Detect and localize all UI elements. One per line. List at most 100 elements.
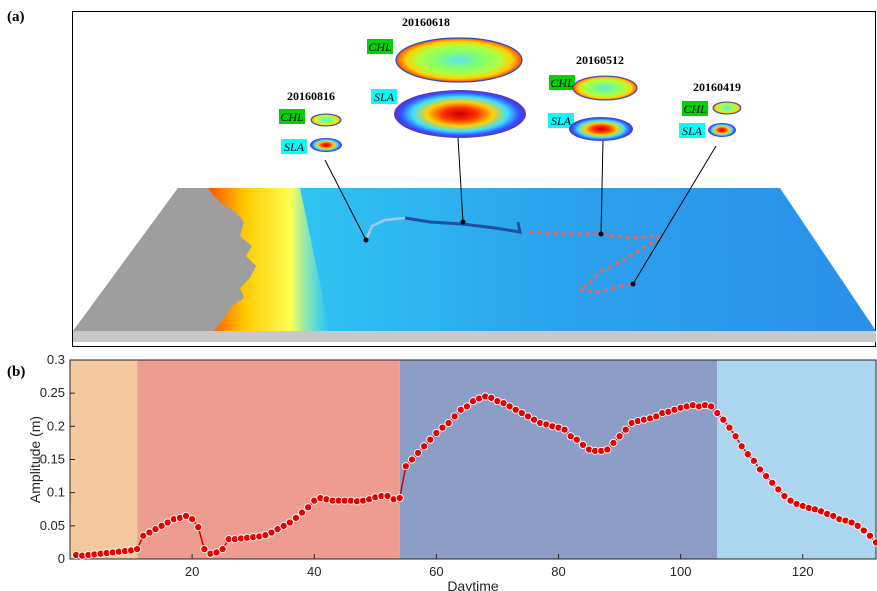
phase-band-1 bbox=[70, 360, 138, 559]
y-tick-label: 0.2 bbox=[47, 418, 65, 433]
data-point bbox=[151, 525, 160, 534]
data-point bbox=[859, 526, 868, 535]
phase-band-2 bbox=[137, 360, 400, 559]
data-point bbox=[621, 425, 630, 434]
data-point bbox=[517, 409, 526, 418]
data-point bbox=[713, 409, 722, 418]
data-point bbox=[707, 402, 716, 411]
chl-eddy-20160512 bbox=[572, 75, 638, 101]
chl-tag-20160419: CHL bbox=[683, 102, 707, 116]
data-point bbox=[401, 462, 410, 471]
eddy-track-20160816 bbox=[364, 216, 406, 241]
data-point bbox=[426, 435, 435, 444]
data-point bbox=[279, 521, 288, 530]
data-point bbox=[853, 521, 862, 530]
eddy-track-20160618 bbox=[404, 216, 522, 234]
sla-eddy-20160618 bbox=[394, 90, 526, 138]
data-point bbox=[133, 545, 142, 554]
chl-eddy-20160419 bbox=[712, 101, 742, 115]
data-point bbox=[383, 491, 392, 501]
data-point bbox=[523, 412, 533, 421]
y-tick-label: 0.1 bbox=[47, 485, 65, 500]
map-base-slab bbox=[73, 331, 876, 342]
data-point bbox=[212, 548, 221, 557]
panel-a-label: (a) bbox=[7, 9, 25, 25]
data-point bbox=[297, 508, 307, 517]
data-point bbox=[420, 442, 429, 451]
data-point bbox=[847, 518, 856, 527]
x-tick-label: 100 bbox=[670, 564, 692, 579]
data-point bbox=[456, 405, 465, 414]
data-point bbox=[499, 399, 508, 408]
chl-tag-20160816: CHL bbox=[280, 110, 304, 124]
x-tick-label: 40 bbox=[307, 564, 321, 579]
data-point bbox=[719, 415, 728, 424]
sla-tag-20160512: SLA bbox=[551, 114, 572, 128]
data-point bbox=[865, 531, 874, 540]
data-point bbox=[395, 493, 404, 503]
data-point bbox=[181, 511, 191, 520]
chl-eddy-20160816 bbox=[310, 113, 342, 127]
phase-band-3 bbox=[399, 360, 718, 559]
eddy-date-20160816: 20160816 bbox=[287, 89, 335, 103]
phase-band-4 bbox=[717, 360, 876, 559]
data-point bbox=[450, 412, 459, 421]
data-point bbox=[609, 438, 618, 447]
data-point bbox=[487, 393, 496, 402]
x-tick-label: 60 bbox=[429, 564, 443, 579]
sla-tag-20160419: SLA bbox=[682, 124, 703, 138]
data-point bbox=[438, 423, 447, 432]
data-point bbox=[139, 531, 148, 540]
eddy-date-20160512: 20160512 bbox=[576, 53, 624, 67]
data-point bbox=[407, 455, 416, 464]
x-axis-label: Daytime bbox=[447, 578, 499, 591]
panel-b-label: (b) bbox=[7, 364, 26, 380]
chl-eddy-20160618 bbox=[395, 37, 523, 83]
eddy-date-20160419: 20160419 bbox=[693, 80, 741, 94]
data-point bbox=[871, 538, 877, 547]
data-point bbox=[737, 442, 746, 451]
sla-eddy-20160512 bbox=[569, 117, 633, 141]
data-point bbox=[652, 412, 661, 421]
x-tick-label: 80 bbox=[551, 564, 565, 579]
data-point bbox=[200, 545, 209, 554]
data-point bbox=[774, 485, 783, 494]
data-point bbox=[145, 528, 154, 537]
data-point bbox=[762, 472, 771, 481]
data-point bbox=[768, 478, 777, 487]
data-point bbox=[304, 503, 313, 512]
data-point bbox=[829, 511, 838, 520]
data-point bbox=[267, 528, 276, 537]
data-point bbox=[462, 402, 471, 411]
y-tick-label: 0.05 bbox=[40, 518, 65, 533]
data-point bbox=[566, 432, 575, 441]
data-point bbox=[291, 513, 300, 522]
data-point bbox=[432, 428, 441, 438]
sla-eddy-20160816 bbox=[310, 138, 342, 152]
eddy-date-20160618: 20160618 bbox=[402, 15, 450, 29]
data-point bbox=[755, 465, 765, 474]
data-point bbox=[188, 515, 197, 524]
data-point bbox=[285, 518, 294, 527]
land-area bbox=[73, 188, 256, 331]
data-point bbox=[743, 450, 752, 459]
chl-tag-20160618: CHL bbox=[368, 40, 392, 54]
data-point bbox=[163, 518, 172, 527]
data-point bbox=[603, 445, 612, 454]
data-point bbox=[530, 415, 539, 424]
data-point bbox=[413, 448, 423, 457]
sla-eddy-20160419 bbox=[708, 123, 736, 137]
sla-tag-20160618: SLA bbox=[374, 90, 395, 104]
data-point bbox=[615, 432, 624, 441]
x-tick-label: 20 bbox=[185, 564, 199, 579]
y-axis-label: Amplitude (m) bbox=[27, 416, 43, 503]
data-point bbox=[725, 423, 734, 432]
y-tick-label: 0 bbox=[58, 551, 65, 566]
sla-tag-20160816: SLA bbox=[284, 140, 305, 154]
x-tick-label: 120 bbox=[792, 564, 814, 579]
y-tick-label: 0.3 bbox=[47, 352, 65, 367]
data-point bbox=[273, 525, 282, 534]
data-point bbox=[505, 402, 514, 411]
data-point bbox=[157, 521, 166, 530]
